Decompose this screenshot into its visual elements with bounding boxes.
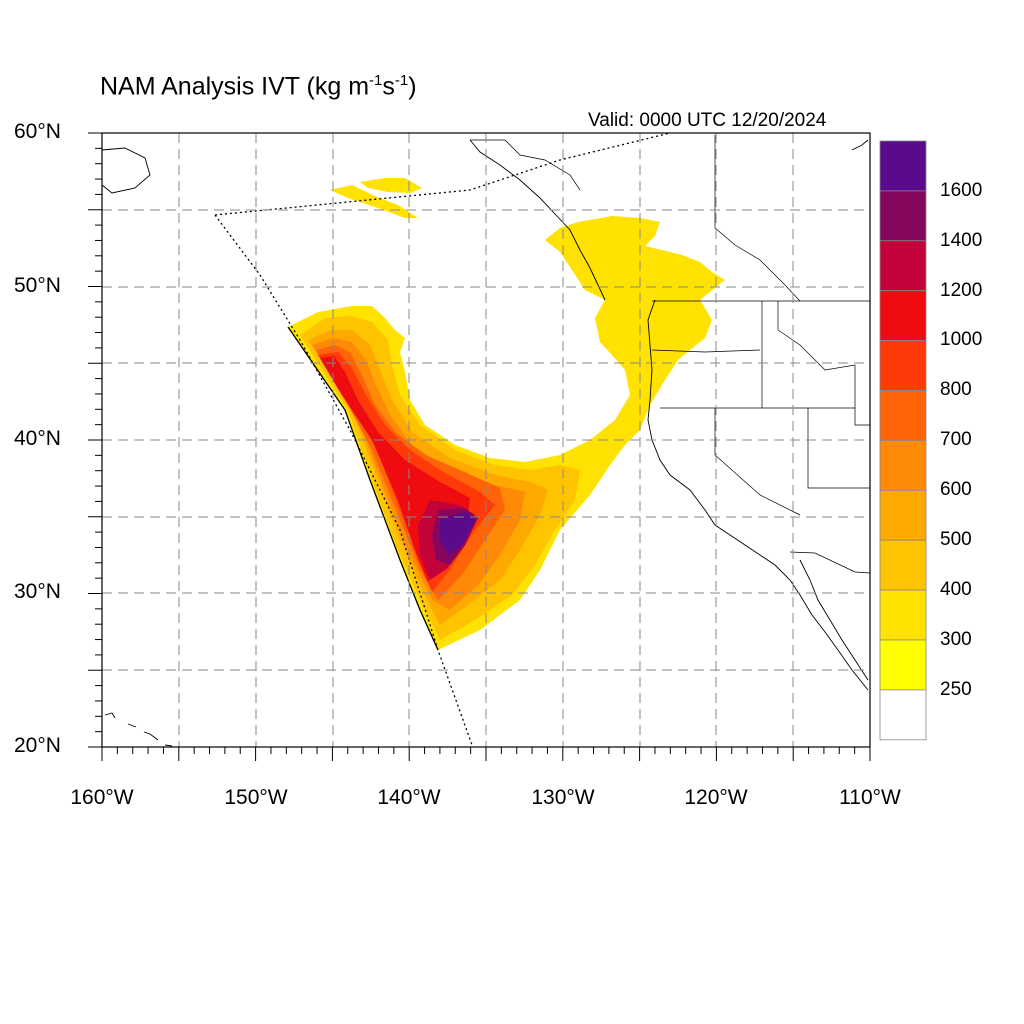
lon-label-150w: 150°W — [224, 786, 287, 810]
axis-ticks — [88, 133, 870, 761]
lat-label-50n: 50°N — [14, 274, 61, 298]
colorbar-label-1600: 1600 — [940, 180, 982, 202]
colorbar-swatch — [880, 341, 926, 391]
ivt-map — [0, 0, 1024, 1024]
lat-label-40n: 40°N — [14, 427, 61, 451]
colorbar-label-250: 250 — [940, 679, 972, 701]
colorbar-label-400: 400 — [940, 579, 972, 601]
colorbar-swatch — [880, 191, 926, 241]
colorbar-swatch — [880, 291, 926, 341]
colorbar — [880, 141, 926, 740]
colorbar-swatch — [880, 141, 926, 191]
coastline-baja-gulf — [800, 560, 868, 680]
colorbar-swatch — [880, 640, 926, 690]
valid-time: Valid: 0000 UTC 12/20/2024 — [588, 110, 826, 132]
lat-label-60n: 60°N — [14, 120, 61, 144]
ivt-field — [288, 178, 725, 650]
lat-label-20n: 20°N — [14, 734, 61, 758]
lon-label-110w: 110°W — [839, 786, 901, 810]
colorbar-swatch — [880, 690, 926, 740]
inland-border-canada — [715, 135, 800, 301]
colorbar-label-800: 800 — [940, 379, 972, 401]
coastline-west-us — [648, 300, 868, 690]
lon-label-160w: 160°W — [70, 786, 133, 810]
colorbar-swatch — [880, 391, 926, 441]
chart-title: NAM Analysis IVT (kg m-1s-1) — [100, 72, 417, 101]
state-border-nv-east — [808, 408, 870, 488]
us-mexico-border — [790, 552, 870, 573]
colorbar-label-1000: 1000 — [940, 329, 982, 351]
lon-label-140w: 140°W — [377, 786, 440, 810]
coastline-alaska-west — [102, 148, 150, 193]
colorbar-swatch — [880, 241, 926, 291]
colorbar-swatch — [880, 440, 926, 490]
colorbar-label-1400: 1400 — [940, 230, 982, 252]
colorbar-swatch — [880, 490, 926, 540]
lat-label-30n: 30°N — [14, 580, 61, 604]
coastlines — [102, 140, 868, 746]
lon-label-130w: 130°W — [531, 786, 594, 810]
colorbar-swatch — [880, 590, 926, 640]
colorbar-label-300: 300 — [940, 629, 972, 651]
colorbar-swatch — [880, 540, 926, 590]
colorbar-label-1200: 1200 — [940, 280, 982, 302]
colorbar-label-500: 500 — [940, 529, 972, 551]
colorbar-label-600: 600 — [940, 479, 972, 501]
state-border-ca-nv — [715, 408, 800, 515]
ivt-alaska-streak-2 — [360, 178, 422, 193]
coastline-canada-north — [852, 140, 868, 150]
lon-label-120w: 120°W — [684, 786, 747, 810]
lat-lon-grid — [102, 133, 870, 747]
colorbar-label-700: 700 — [940, 429, 972, 451]
hawaii-islands — [105, 713, 172, 746]
